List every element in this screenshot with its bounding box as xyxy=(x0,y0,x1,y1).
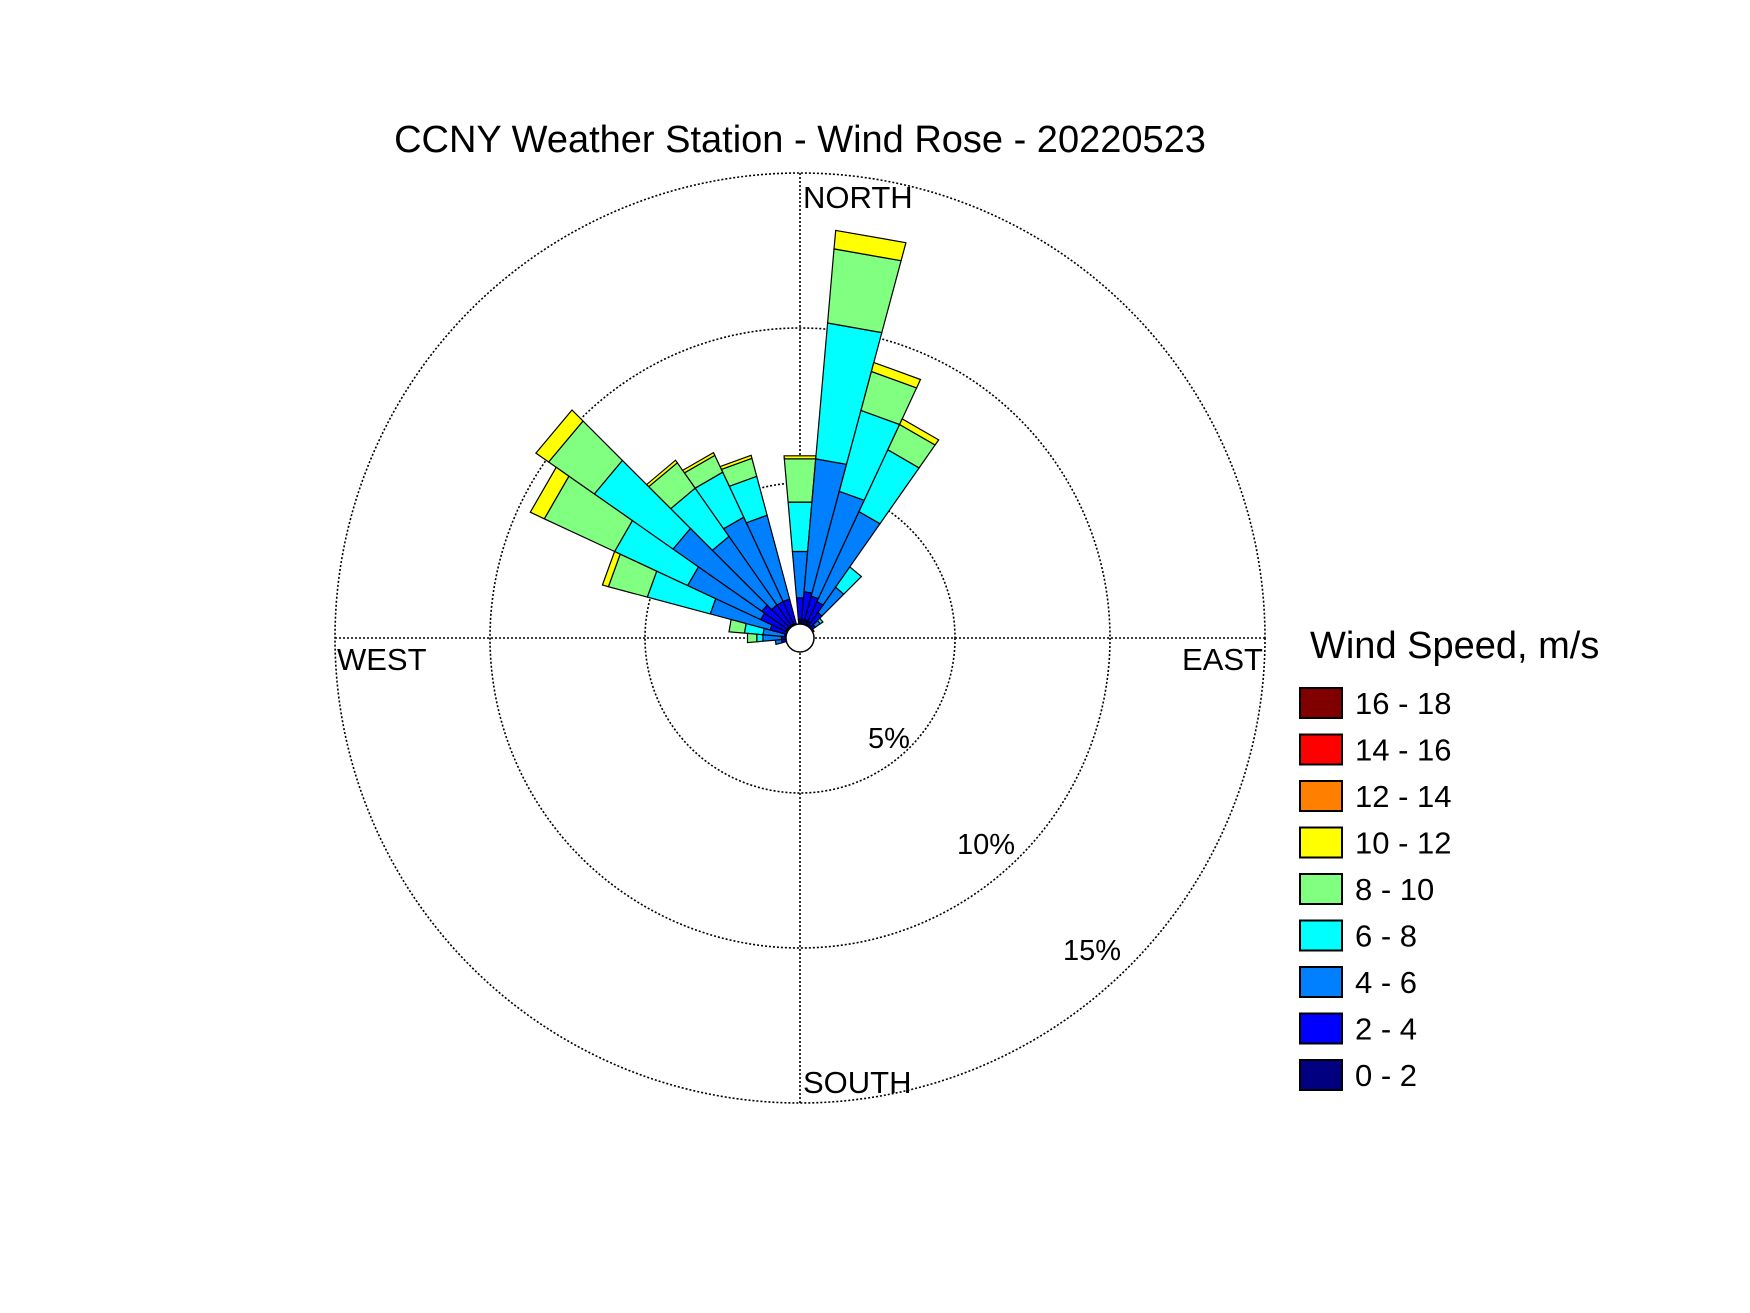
legend-label: 6 - 8 xyxy=(1355,919,1417,954)
legend-swatch xyxy=(1299,919,1343,952)
legend-label: 0 - 2 xyxy=(1355,1058,1417,1093)
direction-label-west: WEST xyxy=(337,642,427,677)
legend-label: 14 - 16 xyxy=(1355,733,1452,768)
wedge-0deg-bin-4 xyxy=(783,458,817,503)
legend-label: 16 - 18 xyxy=(1355,686,1452,721)
center-hole xyxy=(785,623,815,653)
legend-swatch xyxy=(1299,1012,1343,1045)
wedge-10deg-bin-4 xyxy=(826,248,902,334)
wedge-30deg-bin-5 xyxy=(898,418,940,446)
legend-swatch xyxy=(1299,687,1343,719)
wedge-260deg-bin-2 xyxy=(774,638,783,646)
wedge-10deg-bin-5 xyxy=(833,229,907,262)
ring-label-5: 5% xyxy=(868,723,910,755)
legend-label: 8 - 10 xyxy=(1355,872,1434,907)
ring-label-15: 15% xyxy=(1063,935,1121,967)
wedge-300deg-bin-5 xyxy=(529,466,570,520)
legend-swatch xyxy=(1299,1059,1343,1091)
wedge-290deg-bin-5 xyxy=(601,550,621,588)
ring-label-10: 10% xyxy=(957,829,1015,861)
legend-swatch xyxy=(1299,873,1343,905)
wedge-40deg-bin-3 xyxy=(834,566,863,596)
wedge-50deg-bin-3 xyxy=(816,617,824,625)
legend-swatch xyxy=(1299,966,1343,998)
legend-swatch xyxy=(1299,780,1343,812)
legend-label: 10 - 12 xyxy=(1355,826,1452,861)
legend-title: Wind Speed, m/s xyxy=(1310,625,1599,667)
direction-label-south: SOUTH xyxy=(803,1065,912,1100)
legend: Wind Speed, m/s 16 - 18 14 - 16 12 - 14 10 … xyxy=(1299,625,1599,1093)
wedge-280deg-bin-4 xyxy=(728,618,747,634)
direction-label-north: NORTH xyxy=(803,180,913,215)
legend-label: 12 - 14 xyxy=(1355,779,1452,814)
wedge-270deg-bin-3 xyxy=(756,633,764,643)
direction-label-east: EAST xyxy=(1182,642,1263,677)
legend-swatch xyxy=(1299,733,1343,766)
wind-rose-wedges xyxy=(529,229,940,647)
wedge-310deg-bin-5 xyxy=(535,409,584,463)
wedge-0deg-bin-5 xyxy=(783,455,817,460)
legend-label: 2 - 4 xyxy=(1355,1012,1417,1047)
grid-ring-10 xyxy=(489,327,1111,949)
wedge-20deg-bin-5 xyxy=(870,361,922,389)
legend-label: 4 - 6 xyxy=(1355,965,1417,1000)
chart-title: CCNY Weather Station - Wind Rose - 20220… xyxy=(394,119,1206,161)
wedge-270deg-bin-4 xyxy=(746,632,758,644)
legend-swatch xyxy=(1299,826,1343,859)
